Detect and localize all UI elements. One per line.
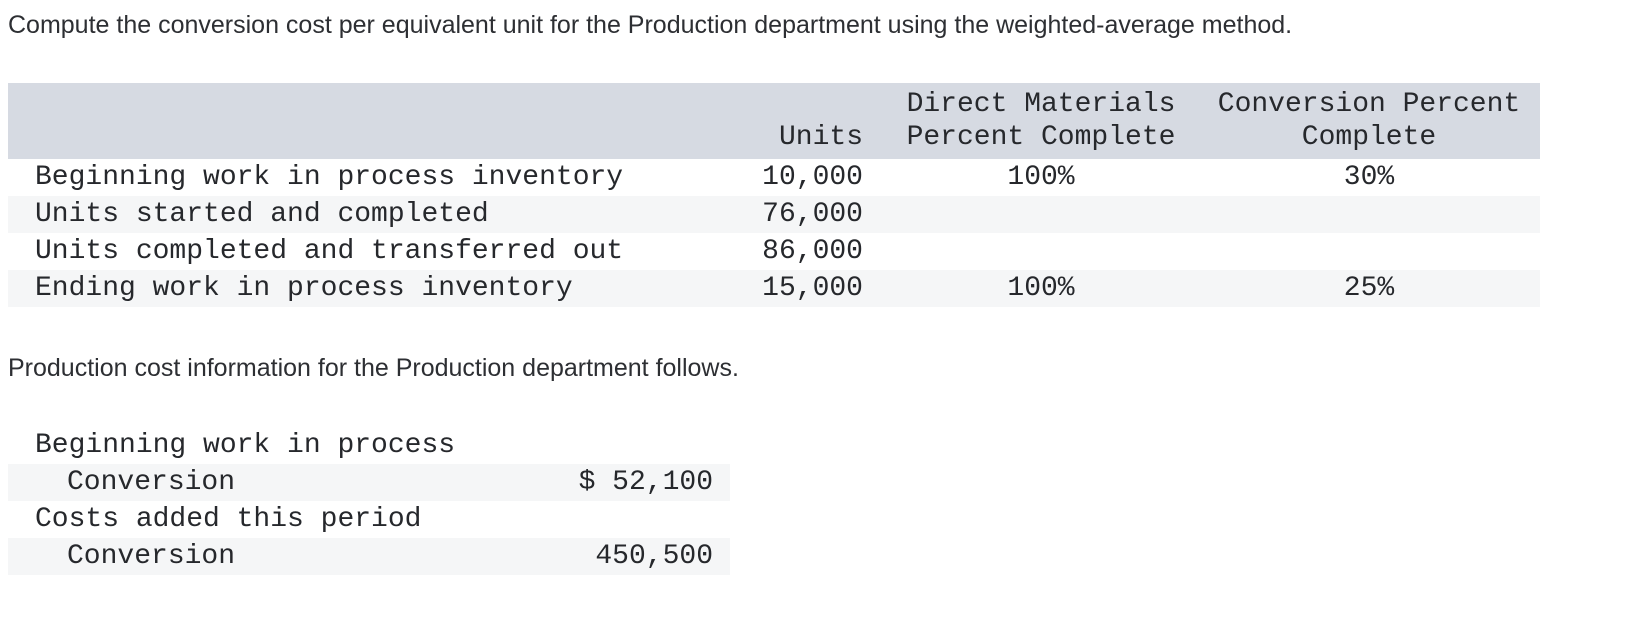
row-dm-percent: 100% xyxy=(1007,273,1075,304)
cost-table-row: Beginning work in process xyxy=(8,427,730,464)
column-header-conversion: Conversion Percent Complete xyxy=(1211,83,1527,159)
row-units-value: 76,000 xyxy=(762,199,863,230)
cost-row-label: Conversion xyxy=(67,467,236,498)
row-dm-percent xyxy=(871,196,1211,233)
row-label: Beginning work in process inventory xyxy=(35,162,624,193)
column-header-conv-line1: Conversion Percent xyxy=(1217,89,1521,120)
row-conv-percent: 25% xyxy=(1343,273,1395,304)
row-label: Units completed and transferred out xyxy=(35,236,624,267)
column-header-dm-line1: Direct Materials xyxy=(906,89,1176,120)
row-filler xyxy=(1527,270,1540,307)
cost-table-row: Conversion $ 52,100 xyxy=(8,464,730,501)
question-text: Compute the conversion cost per equivale… xyxy=(8,11,1293,39)
cost-row-label: Beginning work in process xyxy=(35,430,456,461)
units-table-row: Units started and completed 76,000 xyxy=(8,196,1540,233)
row-units-value: 86,000 xyxy=(762,236,863,267)
column-header-direct-materials: Direct Materials Percent Complete xyxy=(871,83,1211,159)
header-cell-filler xyxy=(1527,83,1540,159)
cost-row-amount xyxy=(463,427,730,464)
cost-table-row: Conversion 450,500 xyxy=(8,538,730,575)
cost-row-label: Conversion xyxy=(67,541,236,572)
row-filler xyxy=(1527,196,1540,233)
cost-table: Beginning work in process Conversion $ 5… xyxy=(8,427,730,575)
header-cell-empty xyxy=(8,83,700,159)
column-header-units-label: Units xyxy=(778,122,863,153)
column-header-conv-line2: Complete xyxy=(1301,122,1437,153)
cost-table-row: Costs added this period xyxy=(8,501,730,538)
row-conv-percent xyxy=(1211,233,1527,270)
units-table-header-row: Units Direct Materials Percent Complete … xyxy=(8,83,1540,159)
cost-row-label: Costs added this period xyxy=(35,504,422,535)
cost-row-amount: 450,500 xyxy=(595,541,713,572)
row-label: Ending work in process inventory xyxy=(35,273,573,304)
units-table-row: Ending work in process inventory 15,000 … xyxy=(8,270,1540,307)
row-filler xyxy=(1527,233,1540,270)
units-table-row: Units completed and transferred out 86,0… xyxy=(8,233,1540,270)
cost-intro-text: Production cost information for the Prod… xyxy=(8,354,739,382)
row-dm-percent: 100% xyxy=(1007,162,1075,193)
row-units-value: 15,000 xyxy=(762,273,863,304)
row-conv-percent: 30% xyxy=(1343,162,1395,193)
cost-row-amount xyxy=(463,501,730,538)
problem-page: Compute the conversion cost per equivale… xyxy=(0,10,1645,575)
row-dm-percent xyxy=(871,233,1211,270)
column-header-dm-line2: Percent Complete xyxy=(906,122,1176,153)
row-filler xyxy=(1527,159,1540,196)
row-conv-percent xyxy=(1211,196,1527,233)
cost-row-amount: $ 52,100 xyxy=(578,467,713,498)
row-units-value: 10,000 xyxy=(762,162,863,193)
units-table: Units Direct Materials Percent Complete … xyxy=(8,83,1540,307)
units-table-row: Beginning work in process inventory 10,0… xyxy=(8,159,1540,196)
row-label: Units started and completed xyxy=(35,199,489,230)
column-header-units: Units xyxy=(700,83,871,159)
